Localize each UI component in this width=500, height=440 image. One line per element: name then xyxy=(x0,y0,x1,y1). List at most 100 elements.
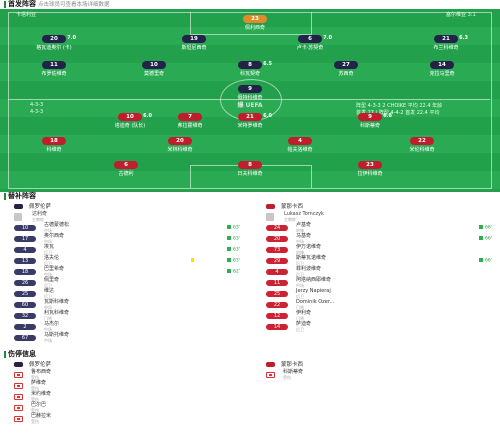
away-player[interactable]: 22 米伦科维奇 xyxy=(392,137,452,153)
away-formation-info-2: 首发 27 / 阵型 4-4-2 首发 22.4 平均 xyxy=(356,110,440,116)
sub-player-row[interactable]: 29 斯蒂瓦诺维奇 后卫 66' xyxy=(252,255,500,266)
player-position: 中场 xyxy=(44,227,52,233)
sub-player-row[interactable]: 26 佩里奇 后卫 xyxy=(0,277,248,288)
sub-player-row[interactable]: 22 Dominik Ozer... 门将 xyxy=(252,299,500,310)
yellow-card-icon xyxy=(191,258,194,262)
shirt-number: 60 xyxy=(14,301,36,308)
coach-avatar xyxy=(266,212,274,221)
injury-row[interactable]: 巴尔巴 受伤 xyxy=(0,402,248,413)
player-name: 日夫科维奇 xyxy=(237,171,263,177)
sub-player-row[interactable]: 4 埃瓦 后卫 63' xyxy=(0,244,248,255)
sub-player-row[interactable]: 32 利瓦科维奇 门将 xyxy=(0,310,248,321)
shirt-number: 27 xyxy=(334,61,358,69)
shirt-number: 9 xyxy=(368,114,372,120)
pitch: 卡塔利亚 塞尔维亚 3:1 爆 UEFA 4-3-3 4-3-3 阵型 4-3-… xyxy=(0,9,500,192)
away-player[interactable]: 6 古德利 xyxy=(96,161,156,177)
sub-player-row[interactable]: 25 维达 后卫 xyxy=(0,288,248,299)
sub-player-row[interactable]: 73 伊万诺维奇 前锋 xyxy=(252,244,500,255)
shirt-number: 19 xyxy=(182,35,206,43)
sub-player-row[interactable]: 13 洛夫伦 后卫 63' xyxy=(0,255,248,266)
home-formation-2: 4-3-3 xyxy=(30,109,44,115)
home-player[interactable]: 9 佩特科维奇 xyxy=(220,85,280,101)
away-team-logo-icon xyxy=(266,361,275,367)
away-player[interactable]: 9 6.8 科斯蒂奇 xyxy=(340,113,400,129)
sub-in-minute: 66' xyxy=(485,258,492,264)
home-team-logo-icon xyxy=(14,203,23,209)
injury-reason: 受伤 xyxy=(283,374,291,380)
shirt-number: 14 xyxy=(430,61,454,69)
player-name: 佩特科维奇 xyxy=(237,95,263,101)
pitch-border xyxy=(8,12,492,189)
injury-row[interactable]: 萨维奇 受伤 xyxy=(0,380,248,391)
coach-role: 主教练 xyxy=(284,216,296,222)
injury-icon xyxy=(14,404,23,411)
sub-player-row[interactable]: 25 Jerzy Napieraj 后卫 xyxy=(252,288,500,299)
sub-player-row[interactable]: 14 萨迪奇 后卫 xyxy=(252,321,500,332)
sub-player-row[interactable]: 60 瓦斯科维奇 中场 xyxy=(0,299,248,310)
away-player[interactable]: 4 帕夫洛维奇 xyxy=(270,137,330,153)
player-position: 后卫 xyxy=(44,282,52,288)
shirt-number: 4 xyxy=(288,137,312,145)
injury-section: 伤停信息 佩罗伦萨 鲁布西奇 受伤 萨维奇 受伤 米约维奇 受伤 巴尔巴 受伤 巴赫拉米 受伤 蒙… xyxy=(0,350,500,440)
injury-row[interactable]: 科斯蒂奇 受伤 xyxy=(252,369,500,380)
sub-player-row[interactable]: 12 伊利奇 门将 xyxy=(252,310,500,321)
player-name: 卢基奇 xyxy=(296,221,312,228)
injury-row[interactable]: 巴赫拉米 受伤 xyxy=(0,413,248,424)
home-player[interactable]: 8 6.5 科瓦契奇 xyxy=(220,61,280,77)
sub-player-row[interactable]: 17 奥尔西奇 中场 63' xyxy=(0,233,248,244)
home-player[interactable]: 6 7.0 卢卡·苏契奇 xyxy=(280,35,340,51)
penalty-area-top xyxy=(190,12,312,35)
section-accent xyxy=(4,193,6,200)
away-coach[interactable]: Lukasz Tomczyk 主教练 xyxy=(252,211,500,222)
away-player[interactable]: 21 6.0 米特罗维奇 xyxy=(220,113,280,129)
home-player[interactable]: 21 6.3 布兰科维奇 xyxy=(416,35,476,51)
away-injuries: 蒙那卡西 科斯蒂奇 受伤 xyxy=(252,359,500,380)
player-name: 伊万诺维奇 xyxy=(296,243,322,250)
player-name: 布罗佐维奇 xyxy=(41,71,67,77)
home-player[interactable]: 20 7.0 格瓦迪奥尔 (卡) xyxy=(24,35,84,51)
home-player-gk[interactable]: 23 佩利西奇 xyxy=(225,15,285,31)
away-sub-list: 24 卢基奇 前锋 66' 20 马基奇 中场 66' 73 伊万诺维奇 前锋 29 斯蒂瓦诺维奇 后卫 6… xyxy=(252,222,500,332)
shirt-number: 22 xyxy=(410,137,434,145)
shirt-number: 18 xyxy=(14,268,36,275)
home-player[interactable]: 10 莫德里奇 xyxy=(124,61,184,77)
shirt-number: 13 xyxy=(14,257,36,264)
away-player[interactable]: 7 弗拉霍维奇 xyxy=(160,113,220,129)
player-position: 中场 xyxy=(296,238,304,244)
sub-in-icon xyxy=(227,236,232,240)
home-player[interactable]: 14 克拉马里奇 xyxy=(412,61,472,77)
player-position: 中场 xyxy=(44,337,52,343)
home-coach[interactable]: 达利奇 主教练 xyxy=(0,211,248,222)
shirt-number: 7 xyxy=(178,113,202,121)
away-player[interactable]: 20 米林科维奇 xyxy=(150,137,210,153)
away-player[interactable]: 18 科维奇 xyxy=(24,137,84,153)
shirt-number: 67 xyxy=(14,334,36,341)
sub-player-row[interactable]: 10 古德蒙德松 中场 63' xyxy=(0,222,248,233)
injury-reason: 受伤 xyxy=(31,418,39,424)
player-name: 弗拉霍维奇 xyxy=(177,123,203,129)
shirt-number: 17 xyxy=(14,235,36,242)
player-position: 后卫 xyxy=(296,293,304,299)
shirt-number: 25 xyxy=(266,290,288,297)
sub-player-row[interactable]: 20 马基奇 中场 66' xyxy=(252,233,500,244)
away-player[interactable]: 23 拉伊科维奇 xyxy=(340,161,400,177)
player-position: 前锋 xyxy=(296,249,304,255)
rating-badge: 6.0 xyxy=(143,113,152,119)
injury-row[interactable]: 鲁布西奇 受伤 xyxy=(0,369,248,380)
away-player[interactable]: 10 6.0 塔迪奇 (队长) xyxy=(100,113,160,129)
sub-player-row[interactable]: 18 巴里希奇 中场 62' xyxy=(0,266,248,277)
home-player[interactable]: 11 布罗佐维奇 xyxy=(24,61,84,77)
sub-player-row[interactable]: 24 卢基奇 前锋 66' xyxy=(252,222,500,233)
sub-player-row[interactable]: 4 菲利波维奇 后卫 xyxy=(252,266,500,277)
sub-player-row[interactable]: 67 马斯托维奇 中场 xyxy=(0,332,248,343)
home-player[interactable]: 19 斯坦尼西奇 xyxy=(164,35,224,51)
sub-in-time: 66' xyxy=(479,225,492,231)
home-player[interactable]: 27 苏西奇 xyxy=(316,61,376,77)
away-formation-info: 阵型 4-3-3 2 CHOIKE 平均 22.4 年龄 xyxy=(356,103,443,109)
injury-header: 伤停信息 xyxy=(0,350,500,359)
sub-player-row[interactable]: 2 马杰尔 中场 xyxy=(0,321,248,332)
injury-icon xyxy=(14,415,23,422)
away-player[interactable]: 8 日夫科维奇 xyxy=(220,161,280,177)
sub-player-row[interactable]: 11 阿塔纳西耶维奇 中场 xyxy=(252,277,500,288)
injury-row[interactable]: 米约维奇 受伤 xyxy=(0,391,248,402)
